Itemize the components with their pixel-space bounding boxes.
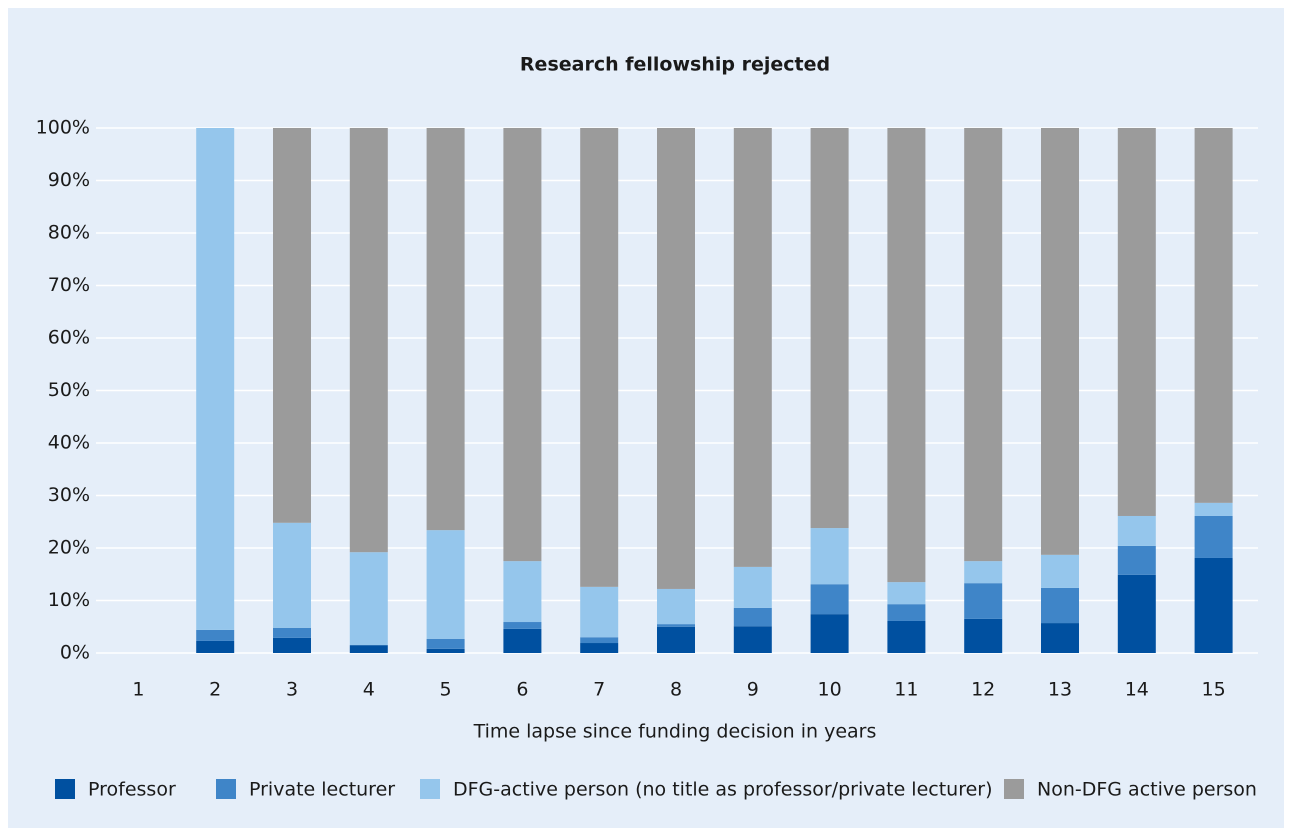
x-tick-label: 9 — [747, 679, 759, 701]
bar-segment — [1041, 554, 1079, 588]
bar-segment — [733, 607, 772, 627]
x-tick-label: 2 — [209, 679, 221, 701]
bar-segment — [503, 628, 542, 653]
bar-segment — [810, 128, 849, 529]
x-tick-label: 3 — [286, 679, 298, 701]
legend-label: Private lecturer — [249, 779, 395, 801]
bar-segment — [887, 604, 926, 621]
y-tick-label: 90% — [48, 169, 90, 191]
bar-segment — [273, 522, 311, 628]
bar-segment — [580, 637, 619, 644]
y-tick-label: 100% — [36, 117, 90, 139]
bar-segment — [964, 618, 1003, 653]
x-tick-label: 4 — [363, 679, 375, 701]
bar-segment — [580, 128, 619, 587]
x-tick-label: 11 — [894, 679, 918, 701]
bar-segment — [1194, 502, 1233, 516]
legend-swatch — [55, 779, 75, 799]
x-tick-label: 8 — [670, 679, 682, 701]
bar-segment — [1117, 128, 1156, 516]
bar-segment — [273, 637, 311, 653]
bar-segment — [273, 128, 311, 523]
legend-label: DFG-active person (no title as professor… — [453, 779, 993, 801]
bar-segment — [426, 648, 465, 653]
y-tick-label: 40% — [48, 432, 90, 454]
bar-segment — [964, 561, 1003, 584]
bar-segment — [810, 528, 849, 585]
y-tick-label: 30% — [48, 484, 90, 506]
bar-segment — [580, 586, 619, 638]
bar-segment — [426, 128, 465, 531]
bar-segment — [964, 583, 1003, 619]
bar-segment — [349, 128, 388, 553]
x-tick-label: 15 — [1202, 679, 1226, 701]
bar-segment — [196, 629, 235, 641]
bar-segment — [657, 626, 695, 653]
y-tick-label: 20% — [48, 537, 90, 559]
x-tick-label: 14 — [1125, 679, 1149, 701]
bar-segment — [1194, 515, 1233, 558]
bar-segment — [733, 566, 772, 608]
legend-swatch — [1004, 779, 1024, 799]
bar-segment — [657, 588, 695, 625]
bar-segment — [733, 626, 772, 653]
bar-segment — [733, 128, 772, 567]
bar-segment — [426, 530, 465, 639]
bar-segment — [503, 128, 542, 562]
y-tick-label: 80% — [48, 222, 90, 244]
y-tick-label: 0% — [60, 642, 90, 664]
x-tick-label: 13 — [1048, 679, 1072, 701]
legend-label: Non-DFG active person — [1037, 779, 1257, 801]
y-tick-label: 70% — [48, 274, 90, 296]
bar-segment — [273, 627, 311, 638]
bar-segment — [580, 643, 619, 653]
bar-segment — [1041, 587, 1079, 624]
bar-segment — [1194, 557, 1233, 653]
bar-segment — [349, 645, 388, 653]
bar-segment — [887, 128, 926, 583]
bar-segment — [657, 624, 695, 627]
bar-segment — [1194, 128, 1233, 503]
x-tick-label: 7 — [593, 679, 605, 701]
bar-segment — [657, 128, 695, 589]
bar-segment — [196, 640, 235, 653]
bar-segment — [426, 638, 465, 649]
bar-segment — [503, 622, 542, 629]
bar-segment — [810, 584, 849, 615]
bar-segment — [1117, 515, 1156, 546]
bar-segment — [503, 561, 542, 623]
bar-segment — [1117, 545, 1156, 575]
legend-label: Professor — [88, 779, 176, 801]
legend-swatch — [420, 779, 440, 799]
bar-segment — [964, 128, 1003, 562]
x-axis-label: Time lapse since funding decision in yea… — [473, 721, 877, 743]
y-tick-label: 60% — [48, 327, 90, 349]
x-tick-label: 10 — [818, 679, 842, 701]
bar-segment — [1041, 623, 1079, 653]
bar-segment — [349, 552, 388, 646]
bar-segment — [196, 128, 235, 630]
x-tick-label: 12 — [971, 679, 995, 701]
bar-segment — [887, 620, 926, 653]
x-tick-label: 6 — [516, 679, 528, 701]
y-tick-label: 10% — [48, 589, 90, 611]
bar-segment — [810, 614, 849, 653]
bar-segment — [1041, 128, 1079, 555]
chart-title: Research fellowship rejected — [520, 54, 830, 76]
x-tick-label: 1 — [132, 679, 144, 701]
x-tick-label: 5 — [440, 679, 452, 701]
bar-segment — [887, 582, 926, 605]
y-tick-label: 50% — [48, 379, 90, 401]
bar-segment — [1117, 574, 1156, 653]
legend-swatch — [216, 779, 236, 799]
